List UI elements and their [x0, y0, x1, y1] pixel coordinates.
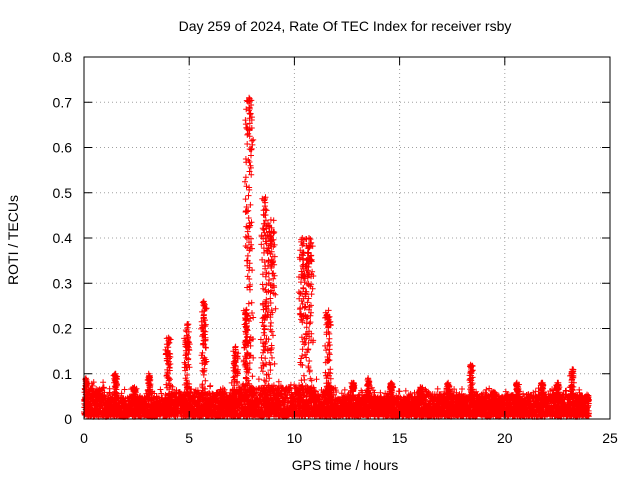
x-tick-label: 10: [287, 430, 303, 446]
chart-title: Day 259 of 2024, Rate Of TEC Index for r…: [179, 18, 512, 34]
y-tick-label: 0: [64, 411, 72, 427]
y-tick-label: 0.6: [53, 140, 73, 156]
x-tick-label: 5: [185, 430, 193, 446]
axis-ticks: [83, 56, 611, 420]
y-tick-label: 0.1: [53, 366, 73, 382]
x-tick-labels: 0 5 10 15 20 25: [80, 430, 618, 446]
x-tick-label: 20: [497, 430, 513, 446]
y-tick-label: 0.8: [53, 49, 73, 65]
y-tick-label: 0.5: [53, 185, 73, 201]
y-tick-label: 0.4: [53, 230, 73, 246]
y-tick-labels: 0 0.1 0.2 0.3 0.4 0.5 0.6 0.7 0.8: [53, 49, 73, 427]
y-tick-label: 0.7: [53, 94, 73, 110]
y-tick-label: 0.3: [53, 275, 73, 291]
y-tick-label: 0.2: [53, 321, 73, 337]
y-axis-title: ROTI / TECUs: [5, 195, 21, 285]
x-axis-title: GPS time / hours: [292, 457, 399, 473]
grid-lines: [84, 57, 610, 419]
x-tick-label: 15: [392, 430, 408, 446]
x-tick-label: 25: [602, 430, 618, 446]
x-tick-label: 0: [80, 430, 88, 446]
